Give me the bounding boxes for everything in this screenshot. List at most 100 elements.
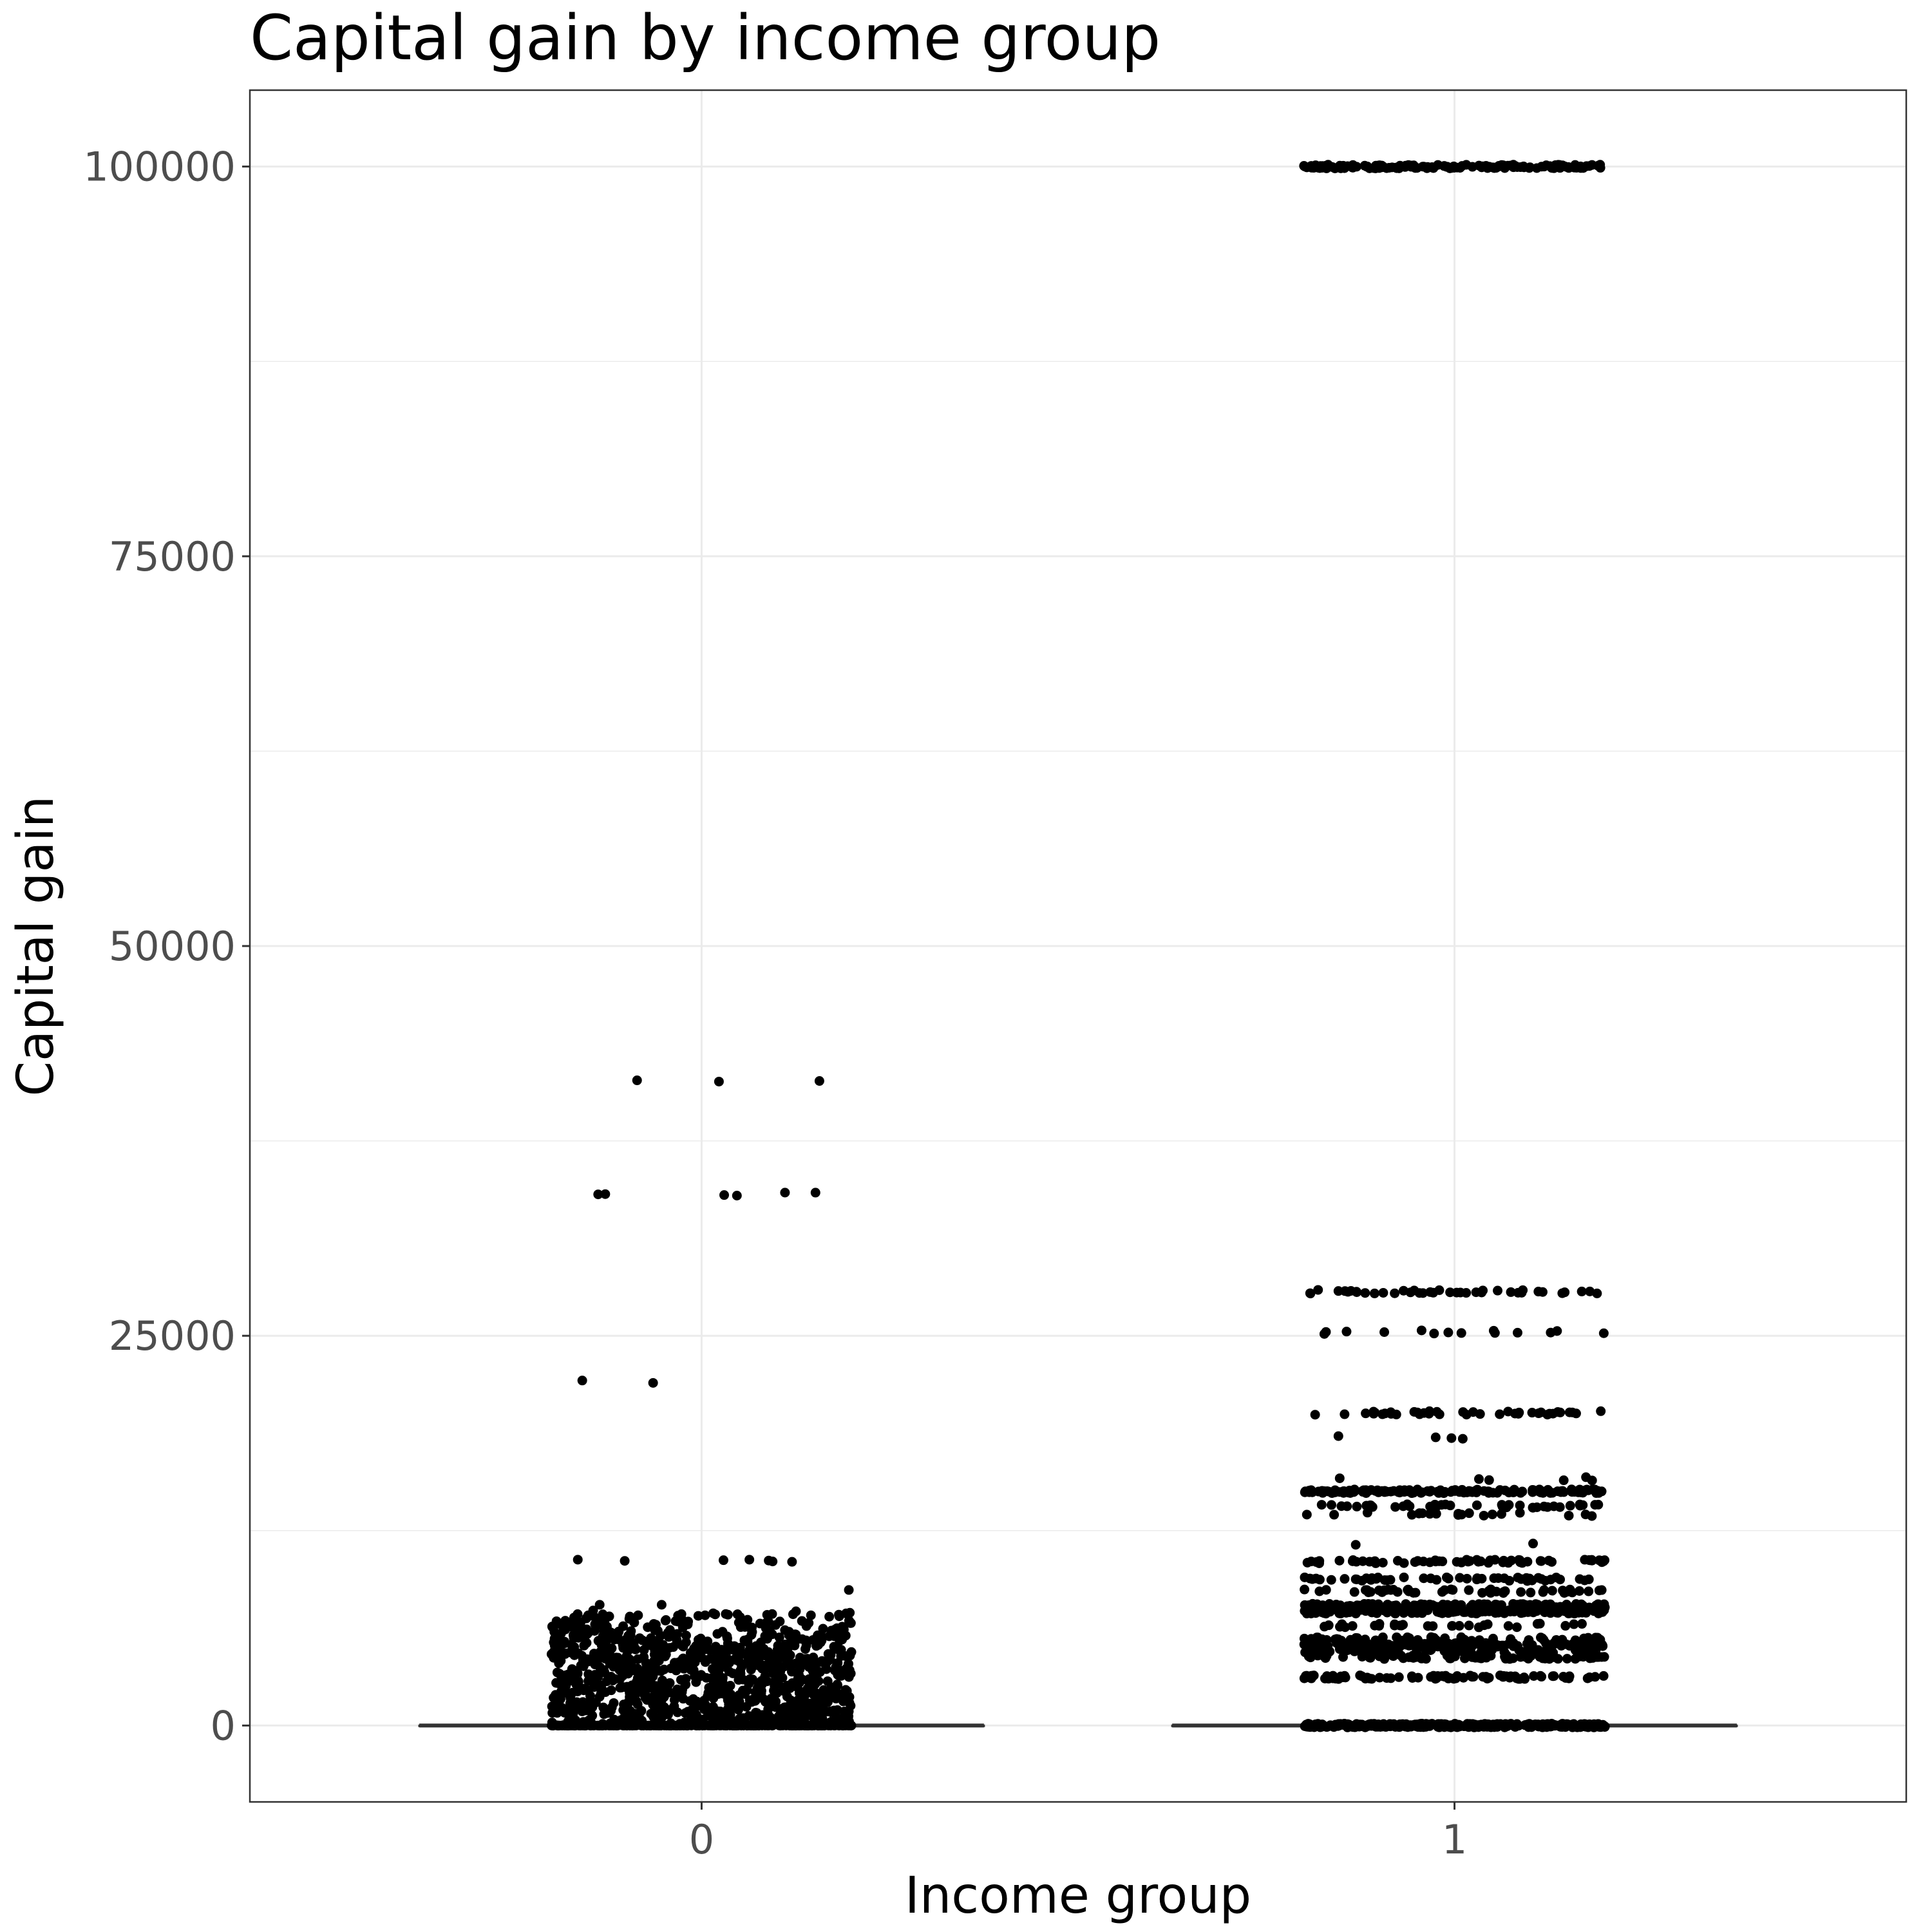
data-point xyxy=(1495,1670,1505,1680)
data-point xyxy=(1594,1605,1604,1616)
data-point xyxy=(769,1685,779,1696)
data-point xyxy=(1367,1721,1377,1731)
data-point xyxy=(1461,1410,1472,1420)
data-point xyxy=(1374,1605,1385,1615)
data-point xyxy=(1538,1488,1548,1498)
data-point xyxy=(1570,160,1580,170)
data-point xyxy=(559,1683,569,1694)
data-point xyxy=(727,1642,737,1653)
data-point xyxy=(1446,1722,1456,1732)
data-point xyxy=(707,1720,717,1730)
data-point xyxy=(1326,1500,1336,1510)
data-point xyxy=(826,1688,836,1698)
data-point xyxy=(763,1704,773,1714)
data-point xyxy=(844,1698,855,1708)
data-point xyxy=(1488,1325,1499,1336)
data-point xyxy=(560,1638,571,1648)
data-point xyxy=(1448,1674,1459,1684)
data-point xyxy=(611,1720,621,1730)
data-point xyxy=(553,1643,564,1653)
data-point xyxy=(1482,1619,1493,1629)
data-point xyxy=(660,1651,670,1662)
data-point xyxy=(1398,1285,1408,1296)
data-point xyxy=(1546,1327,1556,1338)
data-point xyxy=(750,1710,760,1720)
data-point xyxy=(1378,162,1388,172)
data-point xyxy=(1509,1606,1519,1616)
data-point xyxy=(791,1606,801,1616)
data-point xyxy=(1548,1652,1558,1662)
data-point xyxy=(1300,162,1310,172)
data-point xyxy=(1431,1502,1441,1512)
data-point xyxy=(1553,1607,1563,1618)
data-point xyxy=(554,1658,564,1669)
data-point xyxy=(600,1667,610,1678)
data-point xyxy=(1539,162,1549,172)
data-point xyxy=(676,1674,686,1685)
data-point xyxy=(1498,1721,1508,1731)
data-point xyxy=(560,1649,570,1659)
data-point xyxy=(1432,1406,1442,1417)
data-point xyxy=(1307,1574,1318,1584)
data-point xyxy=(593,1189,603,1200)
data-point xyxy=(1412,1556,1423,1566)
data-point xyxy=(1341,1327,1352,1337)
data-point xyxy=(1518,1285,1528,1295)
data-point xyxy=(629,1617,639,1627)
data-point xyxy=(1342,1722,1352,1732)
data-point xyxy=(1559,1721,1569,1732)
data-point xyxy=(1392,1556,1403,1566)
data-point xyxy=(1351,1557,1361,1567)
data-point xyxy=(1587,1475,1597,1486)
data-point xyxy=(824,1631,835,1642)
data-point xyxy=(1560,1621,1571,1631)
data-point xyxy=(678,1653,688,1663)
data-point xyxy=(732,1191,742,1201)
data-point xyxy=(1577,1286,1587,1296)
data-point xyxy=(1374,1585,1384,1595)
data-point xyxy=(1421,1721,1431,1732)
data-point xyxy=(550,1700,560,1710)
data-point xyxy=(580,1720,590,1730)
data-point xyxy=(778,1685,788,1696)
data-point xyxy=(654,1694,665,1705)
data-point xyxy=(1390,1288,1400,1298)
data-point xyxy=(656,1631,666,1641)
data-point xyxy=(782,1644,793,1654)
data-point xyxy=(1401,160,1411,171)
data-point xyxy=(1464,1508,1474,1519)
data-point xyxy=(1362,1638,1372,1649)
data-point xyxy=(1314,1575,1325,1585)
data-point xyxy=(1305,1719,1316,1730)
data-point xyxy=(1585,1555,1595,1566)
data-point xyxy=(1591,1644,1601,1654)
data-point xyxy=(1333,1286,1343,1296)
data-point xyxy=(844,1585,854,1595)
y-axis-ticks: 0 25000 50000 75000 100000 xyxy=(83,144,250,1749)
data-point xyxy=(1477,1573,1487,1584)
data-point xyxy=(649,1712,659,1722)
data-point xyxy=(1569,1619,1579,1629)
data-point xyxy=(1564,1607,1575,1617)
data-point xyxy=(1300,1486,1311,1497)
data-point xyxy=(569,1623,579,1633)
data-point xyxy=(1354,1721,1365,1731)
data-point xyxy=(1334,1555,1345,1566)
data-point xyxy=(1493,1573,1504,1583)
data-point xyxy=(1457,1434,1468,1444)
data-point xyxy=(642,1640,652,1651)
data-point xyxy=(1417,1288,1428,1298)
data-point xyxy=(1425,1406,1435,1416)
data-point xyxy=(679,1663,689,1674)
data-point xyxy=(656,1600,667,1610)
data-point xyxy=(1596,1406,1606,1416)
data-point xyxy=(815,1703,826,1713)
data-point xyxy=(824,1707,834,1717)
data-point xyxy=(1596,1557,1607,1567)
data-point xyxy=(814,1076,824,1086)
data-point xyxy=(808,1720,818,1730)
data-point xyxy=(1313,1285,1323,1295)
data-point xyxy=(829,1718,839,1728)
data-point xyxy=(1347,1621,1358,1631)
data-point xyxy=(1481,1638,1491,1648)
